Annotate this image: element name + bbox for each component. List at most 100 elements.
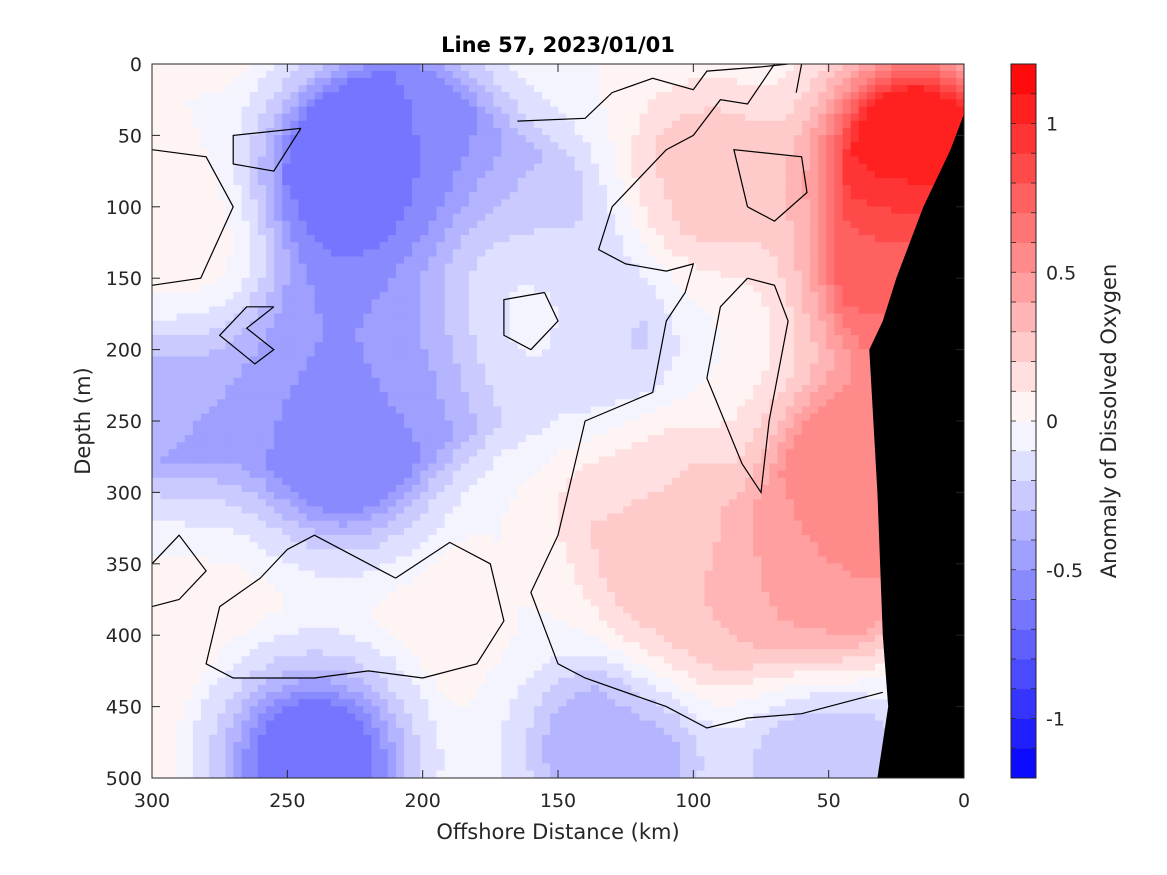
contour-cell xyxy=(557,263,567,272)
contour-cell xyxy=(289,120,299,129)
contour-cell xyxy=(760,99,770,108)
contour-cell xyxy=(346,220,356,229)
contour-cell xyxy=(281,385,291,393)
contour-cell xyxy=(476,170,486,179)
contour-cell xyxy=(427,285,437,293)
contour-cell xyxy=(500,206,510,215)
contour-cell xyxy=(833,349,843,358)
contour-cell xyxy=(573,342,583,350)
contour-cell xyxy=(655,142,664,150)
contour-cell xyxy=(833,277,843,286)
contour-cell xyxy=(801,113,811,122)
contour-cell xyxy=(452,185,461,193)
contour-cell xyxy=(265,263,275,272)
contour-cell xyxy=(314,370,323,379)
contour-cell xyxy=(338,285,348,293)
contour-cell xyxy=(159,285,169,293)
contour-cell xyxy=(241,99,250,108)
contour-cell xyxy=(387,192,396,200)
contour-cell xyxy=(265,192,275,200)
contour-cell xyxy=(679,192,689,200)
contour-cell xyxy=(444,306,453,315)
contour-cell xyxy=(476,64,486,72)
contour-cell xyxy=(273,356,283,365)
contour-cell xyxy=(395,392,405,400)
contour-cell xyxy=(411,342,421,350)
contour-cell xyxy=(776,242,786,250)
contour-cell xyxy=(249,206,258,215)
contour-cell xyxy=(249,406,258,415)
contour-cell xyxy=(435,256,445,265)
contour-cell xyxy=(833,399,843,408)
contour-cell xyxy=(330,235,340,243)
contour-cell xyxy=(297,370,307,379)
contour-cell xyxy=(785,106,794,115)
contour-cell xyxy=(565,413,575,422)
contour-cell xyxy=(411,413,421,422)
contour-cell xyxy=(152,185,161,193)
contour-cell xyxy=(630,249,640,258)
contour-cell xyxy=(841,142,851,150)
contour-cell xyxy=(614,227,624,236)
contour-cell xyxy=(525,306,534,315)
contour-cell xyxy=(533,235,543,243)
contour-cell xyxy=(484,235,494,243)
contour-cell xyxy=(533,170,543,179)
contour-cell xyxy=(249,242,258,250)
contour-cell xyxy=(419,163,429,172)
contour-cell xyxy=(866,163,875,172)
contour-cell xyxy=(249,306,258,315)
contour-cell xyxy=(152,377,161,386)
contour-cell xyxy=(638,135,648,143)
contour-cell xyxy=(167,335,177,343)
contour-cell xyxy=(687,249,697,258)
contour-cell xyxy=(322,77,331,86)
contour-cell xyxy=(362,120,372,129)
contour-cell xyxy=(801,235,811,243)
contour-cell xyxy=(403,292,413,300)
contour-cell xyxy=(793,392,802,400)
contour-cell xyxy=(614,370,624,379)
contour-cell xyxy=(500,377,510,386)
contour-cell xyxy=(517,242,526,250)
contour-cell xyxy=(598,199,608,208)
contour-cell xyxy=(541,277,551,286)
contour-cell xyxy=(695,163,705,172)
contour-cell xyxy=(606,177,616,186)
contour-cell xyxy=(793,249,802,258)
contour-cell xyxy=(241,149,250,158)
contour-cell xyxy=(833,70,843,79)
contour-cell xyxy=(622,256,632,265)
contour-cell xyxy=(338,64,348,72)
contour-cell xyxy=(858,163,867,172)
contour-cell xyxy=(557,413,567,422)
contour-cell xyxy=(817,92,827,100)
contour-cell xyxy=(679,127,689,136)
contour-cell xyxy=(232,170,242,179)
contour-cell xyxy=(598,320,608,329)
contour-cell xyxy=(460,277,469,286)
contour-cell xyxy=(492,342,502,350)
contour-cell xyxy=(736,270,746,279)
contour-cell xyxy=(541,377,551,386)
contour-cell xyxy=(452,206,461,215)
contour-cell xyxy=(931,127,940,136)
contour-cell xyxy=(232,335,242,343)
contour-cell xyxy=(403,327,413,336)
contour-cell xyxy=(395,399,405,408)
contour-cell xyxy=(346,356,356,365)
contour-cell xyxy=(273,99,283,108)
contour-cell xyxy=(468,92,478,100)
contour-cell xyxy=(435,377,445,386)
contour-cell xyxy=(687,299,697,308)
contour-cell xyxy=(216,377,226,386)
contour-cell xyxy=(850,177,859,186)
contour-cell xyxy=(598,177,608,186)
contour-cell xyxy=(468,127,478,136)
contour-cell xyxy=(167,313,177,322)
contour-cell xyxy=(565,142,575,150)
contour-cell xyxy=(841,113,851,122)
contour-cell xyxy=(249,156,258,165)
contour-cell xyxy=(720,149,729,158)
contour-cell xyxy=(776,285,786,293)
